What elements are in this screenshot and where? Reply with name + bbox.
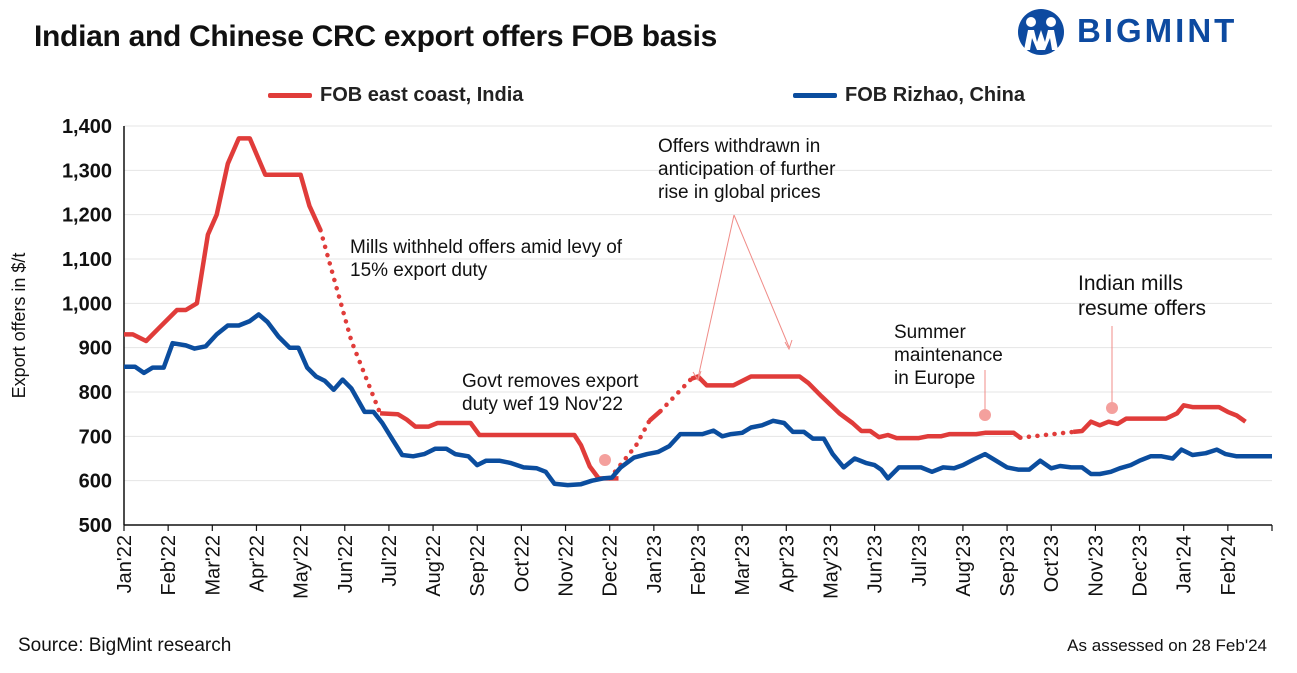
annotation-dot — [599, 454, 611, 466]
annotation-text: duty wef 19 Nov'22 — [462, 394, 623, 415]
annotation-arrowhead — [784, 339, 793, 351]
x-tick-label: Nov'22 — [556, 535, 578, 597]
annotation-text: in Europe — [894, 368, 975, 389]
x-tick-label: Sep'22 — [467, 535, 489, 597]
x-tick-label: Dec'22 — [600, 535, 622, 597]
y-tick-label: 1,100 — [62, 249, 112, 271]
series-india-solid-segment — [379, 411, 619, 481]
series-india-dotted-segment — [658, 376, 694, 414]
series-india-solid-segment — [1073, 403, 1247, 435]
legend-item-india: FOB east coast, India — [268, 80, 523, 110]
y-tick-label: 1,400 — [62, 116, 112, 138]
chart-legend: FOB east coast, India FOB Rizhao, China — [0, 80, 1297, 110]
x-tick-label: Feb'22 — [158, 535, 180, 596]
brand-logo: BIGMINT — [1013, 6, 1285, 58]
annotation-text: resume offers — [1078, 297, 1206, 320]
x-tick-label: Jan'23 — [644, 535, 666, 593]
annotation-text: Mills withheld offers amid levy of — [350, 237, 623, 258]
annotation-text: Govt removes export — [462, 371, 639, 392]
x-tick-label: Apr'22 — [246, 535, 268, 592]
y-tick-label: 1,200 — [62, 205, 112, 227]
x-tick-label: Oct'23 — [1041, 535, 1063, 592]
legend-item-china: FOB Rizhao, China — [793, 80, 1025, 110]
annotation-text: Summer — [894, 322, 966, 343]
x-tick-label: Aug'22 — [423, 535, 445, 597]
x-tick-label: Jan'22 — [114, 535, 136, 593]
annotation-text: maintenance — [894, 345, 1003, 366]
series-india-solid-segment — [647, 409, 662, 423]
annotation-dot — [1106, 402, 1118, 414]
series-india-dotted-segment — [1018, 429, 1076, 440]
x-tick-label: Aug'23 — [953, 535, 975, 597]
y-tick-label: 1,000 — [62, 293, 112, 315]
brand-name: BIGMINT — [1077, 12, 1238, 49]
x-tick-label: Jun'22 — [335, 535, 357, 593]
annotation-text: Indian mills — [1078, 272, 1183, 295]
legend-label-india: FOB east coast, India — [320, 83, 524, 106]
legend-swatch-china — [793, 92, 837, 98]
legend-swatch-india — [268, 92, 312, 98]
annotation-arrow-line — [733, 214, 790, 348]
x-tick-label: Feb'24 — [1218, 535, 1240, 596]
y-tick-label: 500 — [79, 515, 112, 537]
source-note: Source: BigMint research — [18, 635, 232, 656]
y-tick-label: 600 — [79, 471, 112, 493]
x-tick-label: Oct'22 — [511, 535, 533, 592]
x-tick-label: Jan'24 — [1174, 535, 1196, 593]
annotation-text: 15% export duty — [350, 260, 488, 281]
series-china-solid-segment — [124, 312, 1272, 488]
x-tick-label: Jun'23 — [865, 535, 887, 593]
chart-title: Indian and Chinese CRC export offers FOB… — [34, 20, 717, 53]
y-tick-label: 1,300 — [62, 160, 112, 182]
series-india-solid-segment — [690, 374, 1022, 441]
x-tick-label: Jul'22 — [379, 535, 401, 587]
x-tick-label: May'23 — [820, 535, 842, 599]
annotation-text: Offers withdrawn in — [658, 136, 820, 157]
x-tick-label: Nov'23 — [1085, 535, 1107, 597]
series-india-solid-segment — [124, 136, 323, 344]
x-tick-label: Mar'23 — [732, 535, 754, 596]
x-tick-label: Jul'23 — [909, 535, 931, 587]
annotation-text: anticipation of further — [658, 159, 836, 180]
bigmint-logo-icon — [1018, 9, 1064, 55]
annotation-text: rise in global prices — [658, 182, 821, 203]
y-axis-label: Export offers in $/t — [9, 253, 29, 399]
assessed-note: As assessed on 28 Feb'24 — [1067, 636, 1267, 655]
y-tick-label: 900 — [79, 338, 112, 360]
series-india-dotted-segment — [607, 418, 652, 481]
y-tick-label: 700 — [79, 426, 112, 448]
y-tick-label: 800 — [79, 382, 112, 404]
x-tick-label: Sep'23 — [997, 535, 1019, 597]
x-tick-label: Feb'23 — [688, 535, 710, 596]
x-tick-label: Mar'22 — [202, 535, 224, 596]
x-tick-label: Apr'23 — [776, 535, 798, 592]
x-tick-label: May'22 — [291, 535, 313, 599]
annotation-dot — [979, 409, 991, 421]
legend-label-china: FOB Rizhao, China — [845, 83, 1025, 106]
annotation-arrowhead — [692, 370, 702, 382]
annotation-arrow-line — [697, 214, 735, 379]
x-tick-label: Dec'23 — [1130, 535, 1152, 597]
